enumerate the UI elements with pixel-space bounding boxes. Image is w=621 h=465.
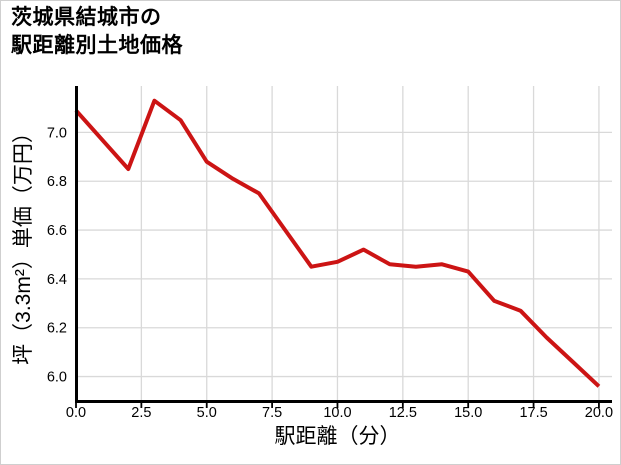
y-tick-label: 6.6 <box>47 223 67 239</box>
x-tick-label: 7.5 <box>262 405 282 421</box>
x-tick-label: 2.5 <box>131 405 151 421</box>
x-tick-label: 0.0 <box>66 405 86 421</box>
chart-title-line-2: 駅距離別土地価格 <box>11 34 183 57</box>
y-tick-label: 6.4 <box>47 272 67 288</box>
x-tick-label: 15.0 <box>454 405 482 421</box>
chart-title: 茨城県結城市の 駅距離別土地価格 <box>11 4 183 60</box>
y-tick-label: 6.2 <box>47 321 67 337</box>
x-tick-label: 10.0 <box>323 405 351 421</box>
x-axis-label: 駅距離（分） <box>274 425 400 448</box>
price-line-series <box>74 98 601 388</box>
y-tick-label: 6.0 <box>47 370 67 386</box>
y-tick-label: 7.0 <box>47 125 67 141</box>
y-tick-label: 6.8 <box>47 174 67 190</box>
y-axis-label: 坪（3.3m²）単価（万円） <box>12 122 35 365</box>
x-tick-label: 12.5 <box>389 405 417 421</box>
x-tick-label: 17.5 <box>519 405 547 421</box>
chart-title-line-1: 茨城県結城市の <box>11 6 162 29</box>
x-tick-label: 5.0 <box>197 405 217 421</box>
x-tick-label: 20.0 <box>585 405 613 421</box>
